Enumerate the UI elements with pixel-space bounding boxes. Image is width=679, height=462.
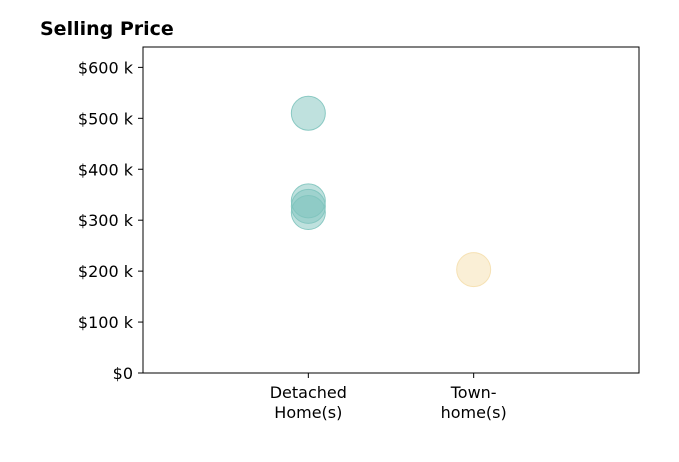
y-axis: $0 $100 k $200 k $300 k $400 k $500 k $600 k [78, 58, 143, 383]
data-point [290, 95, 326, 131]
data-point [290, 195, 326, 231]
x-tick-label: Home(s) [274, 403, 342, 422]
y-tick-label: $100 k [78, 313, 134, 332]
data-points [290, 95, 492, 288]
chart-title: Selling Price [40, 18, 174, 40]
x-tick-label: home(s) [441, 403, 507, 422]
y-tick-label: $500 k [78, 109, 134, 128]
x-tick-label: Town- [450, 383, 497, 402]
y-tick-label: $400 k [78, 160, 134, 179]
y-tick-label: $200 k [78, 262, 134, 281]
x-tick-label: Detached [270, 383, 347, 402]
y-tick-label: $600 k [78, 58, 134, 77]
y-tick-label: $0 [113, 364, 133, 383]
data-point [456, 252, 492, 288]
plot-frame [142, 46, 640, 374]
y-tick-label: $300 k [78, 211, 134, 230]
